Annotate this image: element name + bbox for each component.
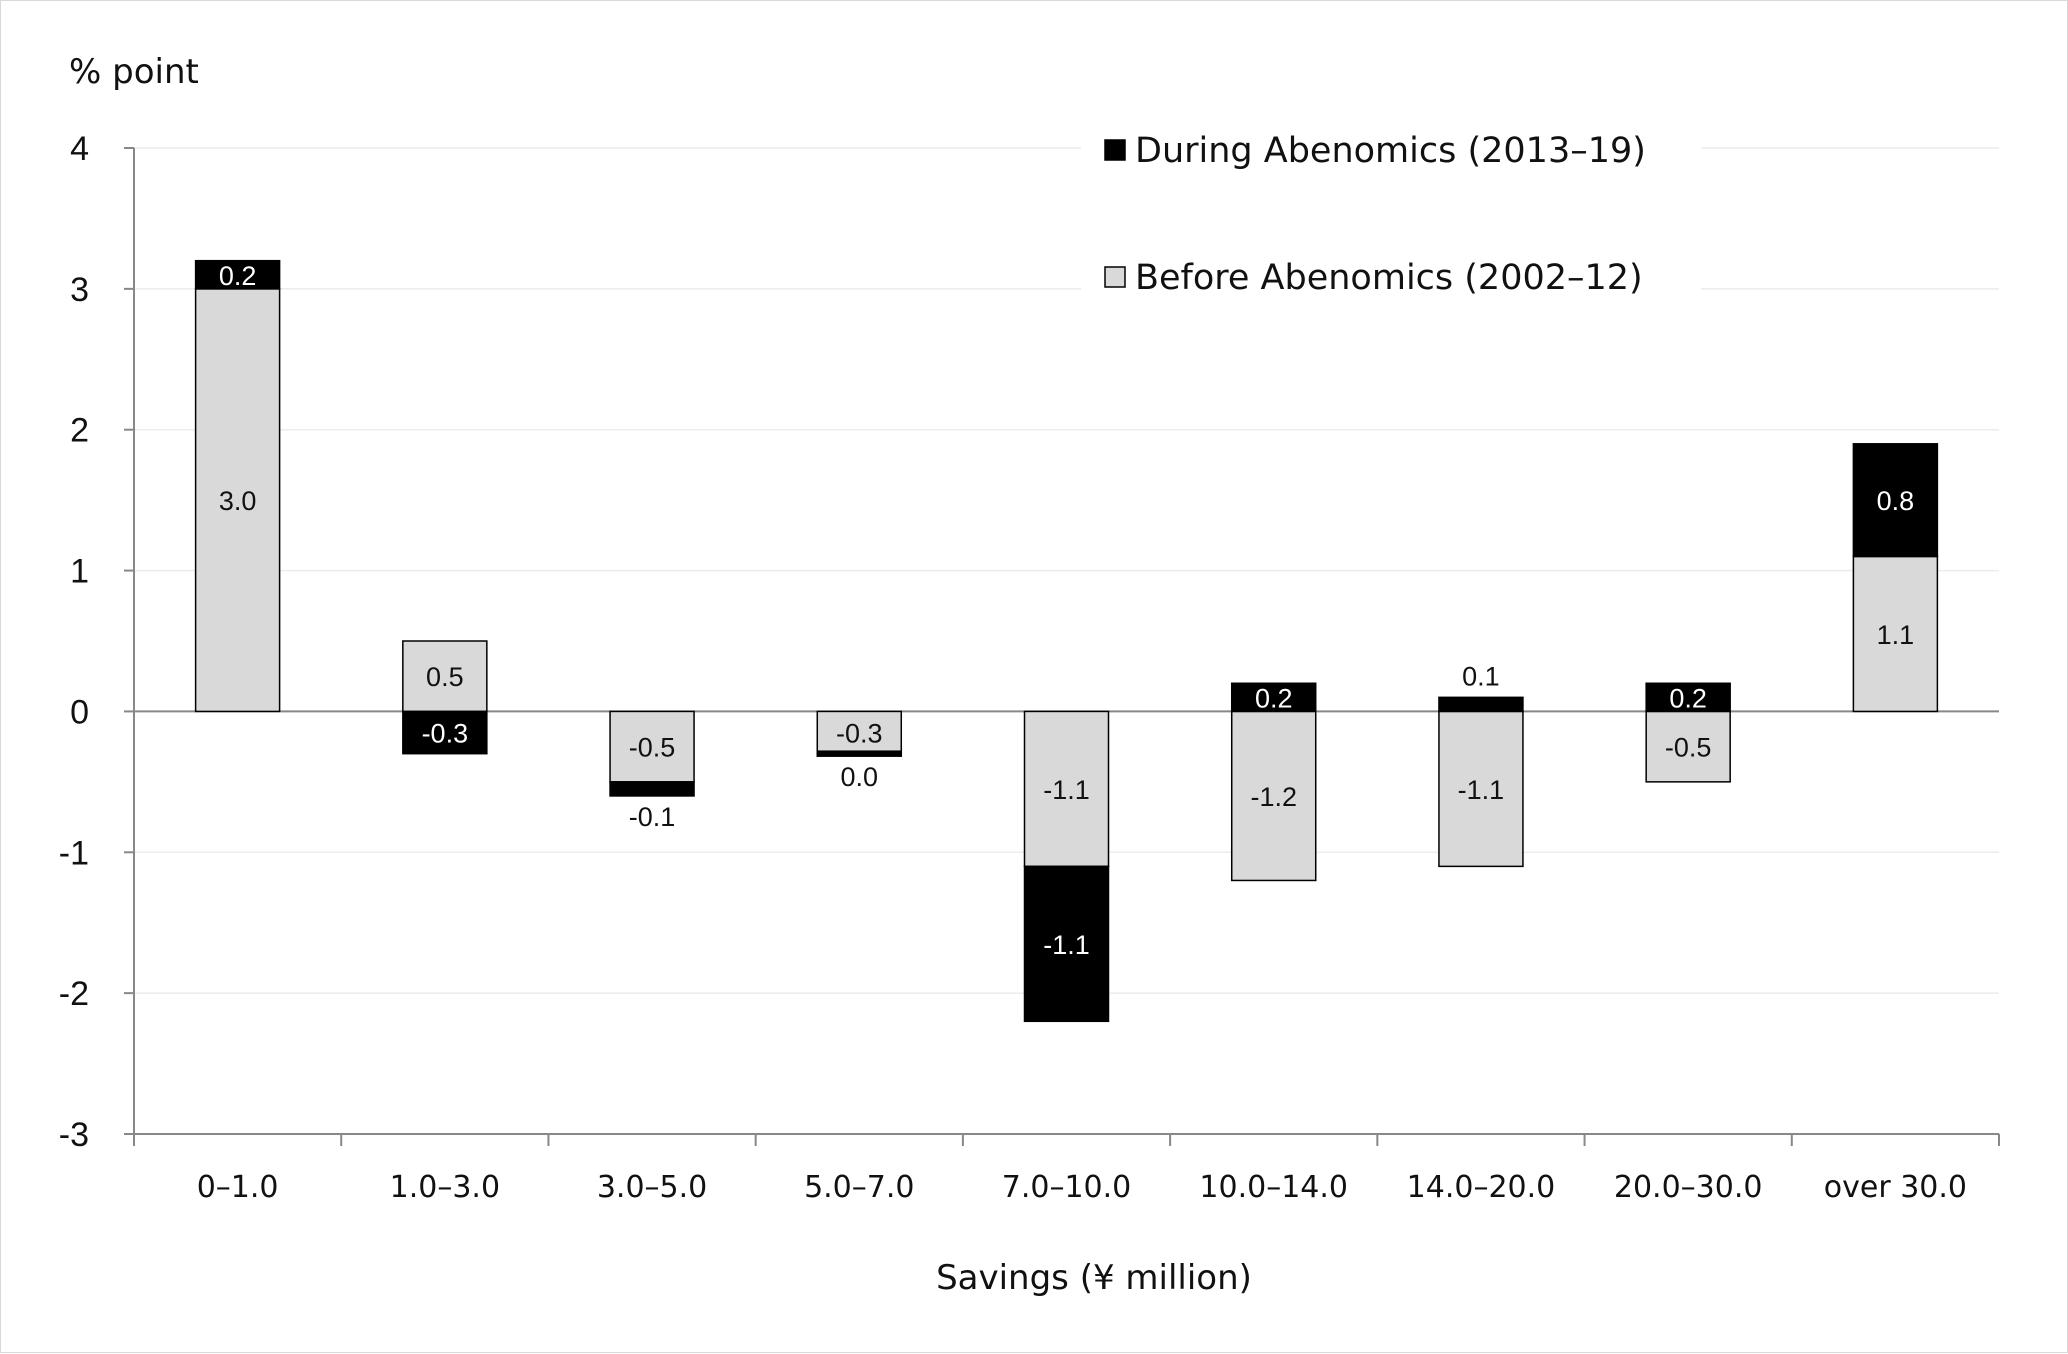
bar-before — [1645, 710, 1731, 783]
bar-during — [1438, 696, 1524, 713]
x-tick-label: 1.0–3.0 — [390, 1170, 500, 1205]
bar-before — [1230, 710, 1317, 882]
data-label-during: 0.2 — [1255, 683, 1293, 713]
data-label-during: 0.0 — [841, 762, 879, 792]
data-label-during: -0.1 — [629, 802, 676, 832]
data-labels: 3.0 0.2 0.5 -0.3 -0.5 -0.1 -0.3 0.0 -1.1 -1.1 -1.2… — [219, 261, 1914, 960]
legend-label-during: During Abenomics (2013–19) — [1135, 131, 1646, 171]
data-label-before: 1.1 — [1877, 620, 1915, 650]
data-label-during: 0.8 — [1877, 486, 1915, 516]
y-axis-ticks: 4 3 2 1 0 -1 -2 -3 — [59, 130, 134, 1154]
bar-during — [1645, 682, 1731, 713]
data-label-before: -0.5 — [1665, 733, 1712, 763]
x-tick-label: over 30.0 — [1824, 1170, 1967, 1205]
bar-during — [609, 781, 695, 797]
legend-background — [1081, 121, 1701, 301]
data-label-before: -1.1 — [1458, 775, 1505, 805]
data-label-before: 3.0 — [219, 486, 257, 516]
bar-during — [194, 259, 281, 290]
y-axis-title: % point — [69, 52, 199, 92]
x-tick-label: 7.0–10.0 — [1002, 1170, 1132, 1205]
x-tick-label: 5.0–7.0 — [804, 1170, 914, 1205]
x-tick-label: 14.0–20.0 — [1407, 1170, 1556, 1205]
bar-before — [1023, 710, 1110, 868]
legend-label-before: Before Abenomics (2002–12) — [1135, 258, 1643, 298]
y-tick-label: -2 — [59, 975, 89, 1013]
x-tick-label: 10.0–14.0 — [1199, 1170, 1348, 1205]
x-tick-label: 20.0–30.0 — [1614, 1170, 1763, 1205]
data-label-before: -0.3 — [836, 719, 883, 749]
y-tick-label: 3 — [70, 271, 89, 309]
bar-before — [402, 640, 488, 713]
data-label-before: -1.1 — [1043, 775, 1090, 805]
data-label-during: -0.3 — [422, 719, 469, 749]
y-tick-label: 4 — [70, 130, 89, 168]
data-label-before: -1.2 — [1250, 782, 1297, 812]
bar-during — [402, 710, 488, 755]
y-tick-label: 0 — [70, 693, 89, 731]
x-axis-title: Savings (¥ million) — [936, 1258, 1252, 1298]
x-tick-label: 0–1.0 — [197, 1170, 279, 1205]
bar-before — [609, 710, 695, 783]
bar-during — [1230, 682, 1317, 713]
data-label-before: -0.5 — [629, 733, 676, 763]
y-tick-label: -1 — [59, 834, 89, 872]
x-axis-ticks: 0–1.0 1.0–3.0 3.0–5.0 5.0–7.0 7.0–10.0 10.0–1… — [133, 1134, 2000, 1205]
bar-before — [194, 288, 281, 713]
data-label-during: 0.2 — [1669, 683, 1707, 713]
legend: During Abenomics (2013–19) Before Abenom… — [1081, 121, 1701, 301]
legend-swatch-before — [1104, 266, 1126, 288]
bars — [194, 259, 1939, 1023]
bar-during — [1852, 443, 1939, 558]
bar-during — [816, 750, 903, 757]
bar-during — [1023, 865, 1110, 1023]
data-label-before: 0.5 — [426, 662, 464, 692]
x-tick-label: 3.0–5.0 — [597, 1170, 707, 1205]
y-tick-label: 2 — [70, 412, 89, 450]
data-label-during: 0.1 — [1462, 661, 1500, 691]
data-label-during: -1.1 — [1043, 930, 1090, 960]
bar-before — [1852, 555, 1939, 713]
data-label-during: 0.2 — [219, 261, 257, 291]
y-tick-label: 1 — [70, 553, 89, 591]
legend-swatch-during — [1104, 139, 1126, 161]
y-tick-label: -3 — [59, 1116, 89, 1154]
bar-before — [816, 710, 903, 755]
